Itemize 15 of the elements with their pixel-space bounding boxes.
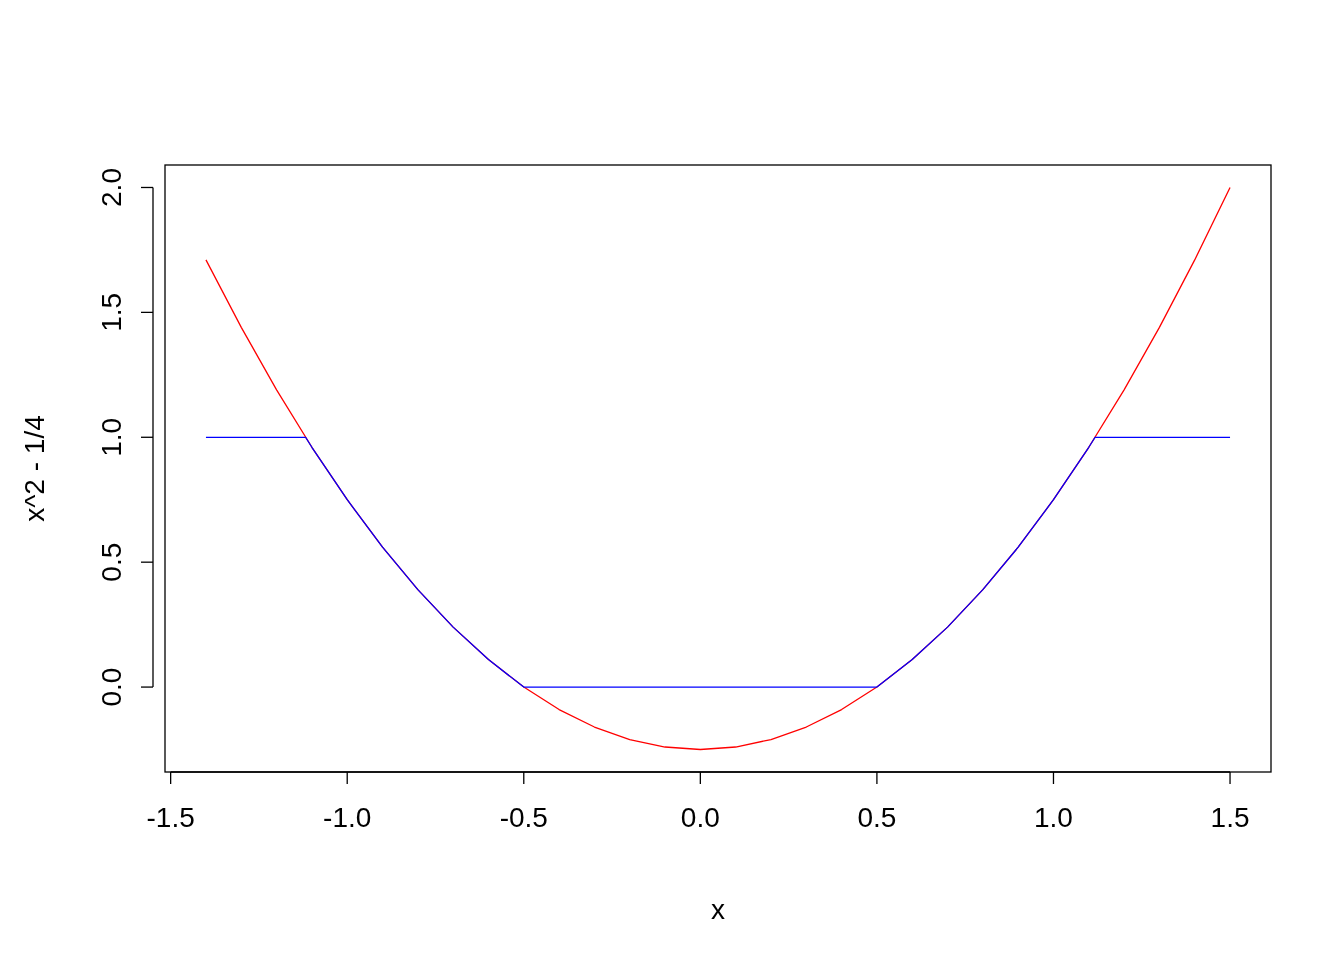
y-axis-title: x^2 - 1/4: [19, 415, 50, 522]
x-tick-label: 0.5: [857, 802, 897, 833]
x-tick-label: -1.5: [146, 802, 195, 833]
y-tick-label: 1.0: [96, 417, 127, 457]
y-tick-label: 0.0: [96, 667, 127, 707]
x-tick-label: -1.0: [323, 802, 372, 833]
y-tick-label: 1.5: [96, 292, 127, 332]
y-tick-label: 2.0: [96, 168, 127, 207]
y-tick-label: 0.5: [96, 542, 127, 582]
x-tick-label: 1.5: [1210, 802, 1250, 833]
x-tick-label: 1.0: [1034, 802, 1073, 833]
line-series: [205, 436, 1231, 688]
x-tick-label: -0.5: [499, 802, 548, 833]
x-tick-label: 0.0: [680, 802, 720, 833]
x-axis-title: x: [711, 894, 725, 925]
